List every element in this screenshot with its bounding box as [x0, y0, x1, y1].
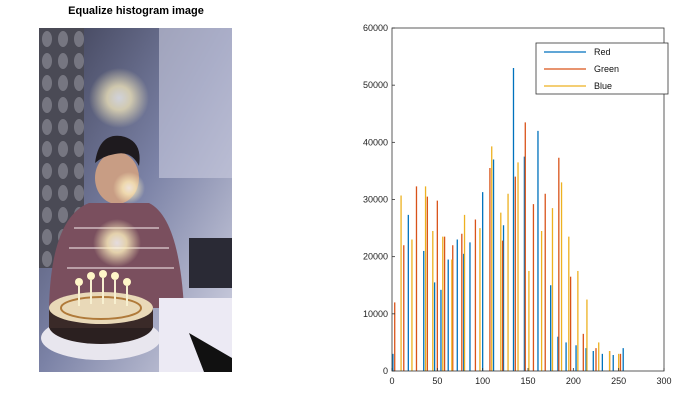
- x-tick-label-0: 0: [389, 376, 394, 386]
- legend-label-green: Green: [594, 64, 619, 74]
- y-tick-label-0: 0: [383, 366, 388, 376]
- x-tick-label-1: 50: [432, 376, 442, 386]
- legend-label-red: Red: [594, 47, 611, 57]
- y-tick-label-2: 20000: [363, 252, 388, 262]
- legend-label-blue: Blue: [594, 81, 612, 91]
- y-tick-label-4: 40000: [363, 137, 388, 147]
- equalized-photo-graphic: [39, 28, 232, 372]
- x-tick-label-4: 200: [566, 376, 581, 386]
- axes: 0 50 100 150 200 250 300 0 10000 20000 30000 40000 5…: [363, 23, 672, 386]
- x-tick-label-6: 300: [656, 376, 671, 386]
- y-tick-label-3: 30000: [363, 195, 388, 205]
- y-tick-label-1: 10000: [363, 309, 388, 319]
- y-tick-label-6: 60000: [363, 23, 388, 33]
- y-tick-label-5: 50000: [363, 80, 388, 90]
- photo-title: Equalize histogram image: [68, 5, 204, 17]
- x-tick-label-5: 250: [611, 376, 626, 386]
- equalized-photo: [39, 28, 232, 372]
- x-tick-label-3: 150: [520, 376, 535, 386]
- histogram-bars: [392, 68, 624, 371]
- legend: Red Green Blue: [535, 42, 669, 95]
- x-tick-label-2: 100: [475, 376, 490, 386]
